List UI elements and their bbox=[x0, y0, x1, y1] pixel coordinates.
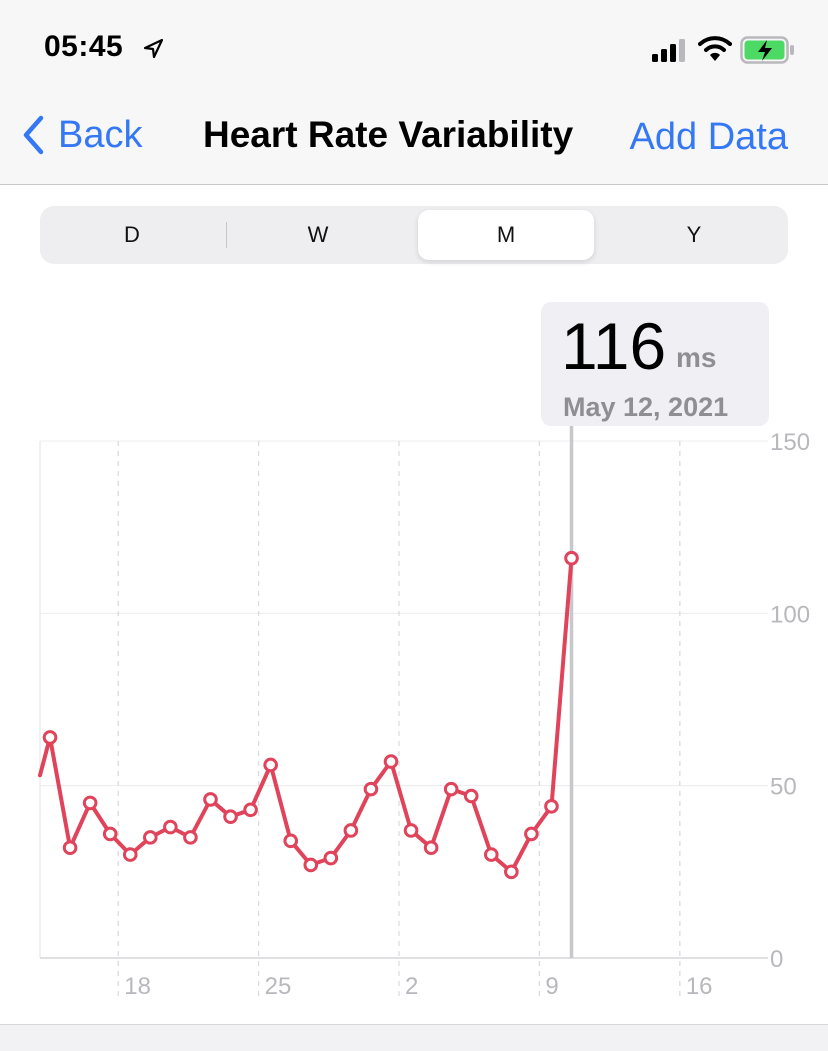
data-point[interactable] bbox=[223, 809, 238, 824]
battery-charging-icon bbox=[740, 36, 794, 64]
hrv-series-line bbox=[38, 556, 574, 874]
x-tick-label: 9 bbox=[545, 973, 558, 1000]
y-tick-label: 0 bbox=[770, 946, 783, 973]
data-point[interactable] bbox=[283, 833, 299, 849]
segment-day[interactable]: D bbox=[124, 222, 140, 247]
bottom-bar bbox=[0, 1024, 828, 1051]
data-point[interactable] bbox=[303, 857, 319, 873]
page-title: Heart Rate Variability bbox=[203, 114, 574, 155]
hrv-line-chart[interactable]: 150 100 50 0 18 25 2 9 16 bbox=[0, 290, 828, 1010]
x-tick-label: 2 bbox=[405, 973, 418, 1000]
data-point[interactable] bbox=[564, 550, 579, 566]
add-data-button[interactable]: Add Data bbox=[629, 116, 788, 158]
data-point[interactable] bbox=[383, 754, 399, 769]
data-point[interactable] bbox=[403, 823, 419, 838]
data-point[interactable] bbox=[343, 823, 359, 838]
data-point[interactable] bbox=[62, 840, 78, 856]
data-point[interactable] bbox=[183, 830, 198, 845]
x-tick-label: 18 bbox=[124, 973, 151, 1000]
selection-callout: 116 ms May 12, 2021 bbox=[541, 302, 769, 426]
data-point[interactable] bbox=[544, 799, 559, 814]
chevron-left-icon bbox=[23, 115, 44, 155]
data-point[interactable] bbox=[463, 788, 479, 804]
data-point[interactable] bbox=[483, 847, 499, 862]
time-range-segmented-control: D W M Y bbox=[40, 206, 788, 264]
selected-date: May 12, 2021 bbox=[563, 392, 729, 422]
status-time: 05:45 bbox=[44, 30, 124, 63]
segment-month[interactable]: M bbox=[418, 210, 594, 260]
y-tick-label: 150 bbox=[770, 429, 810, 456]
data-point[interactable] bbox=[143, 830, 158, 845]
data-point[interactable] bbox=[82, 795, 98, 811]
data-point[interactable] bbox=[363, 781, 379, 797]
x-tick-label: 25 bbox=[265, 973, 292, 1000]
segment-divider bbox=[226, 222, 227, 248]
data-point[interactable] bbox=[42, 730, 58, 745]
segment-year[interactable]: Y bbox=[686, 222, 702, 247]
status-bar: 05:45 bbox=[0, 0, 828, 96]
wifi-icon bbox=[698, 36, 732, 61]
data-point[interactable] bbox=[504, 864, 519, 880]
data-point[interactable] bbox=[122, 847, 138, 862]
y-tick-label: 50 bbox=[770, 774, 797, 801]
segment-week[interactable]: W bbox=[307, 222, 329, 247]
navigation-bar: Back Heart Rate Variability Add Data bbox=[0, 96, 828, 185]
back-label: Back bbox=[58, 113, 143, 156]
data-point[interactable] bbox=[443, 781, 459, 797]
data-point[interactable] bbox=[524, 826, 539, 842]
data-point[interactable] bbox=[423, 840, 439, 856]
data-point[interactable] bbox=[323, 850, 339, 866]
data-point[interactable] bbox=[263, 757, 278, 773]
cellular-signal-icon bbox=[652, 39, 685, 62]
back-button[interactable]: Back bbox=[22, 110, 142, 160]
y-tick-label: 100 bbox=[770, 601, 810, 628]
selected-value: 116 bbox=[561, 309, 667, 383]
data-point[interactable] bbox=[243, 802, 258, 818]
data-point[interactable] bbox=[203, 792, 218, 807]
data-point[interactable] bbox=[102, 826, 118, 842]
selected-unit: ms bbox=[676, 342, 717, 373]
data-point[interactable] bbox=[163, 819, 178, 835]
x-tick-label: 16 bbox=[686, 973, 713, 1000]
location-arrow-icon bbox=[143, 38, 164, 59]
